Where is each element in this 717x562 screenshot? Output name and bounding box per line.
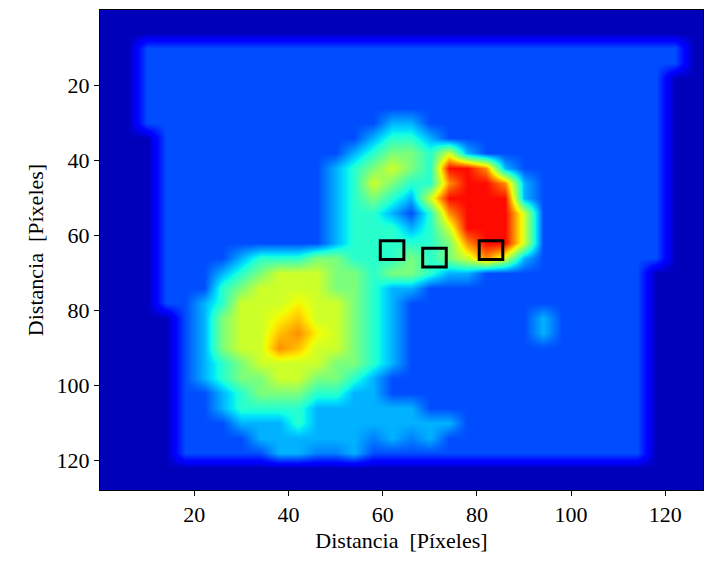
svg-text:60: 60 <box>68 223 90 248</box>
svg-text:20: 20 <box>183 502 205 527</box>
svg-text:Distancia [Píxeles]: Distancia [Píxeles] <box>23 164 48 336</box>
svg-text:80: 80 <box>68 298 90 323</box>
svg-text:100: 100 <box>57 373 90 398</box>
svg-text:100: 100 <box>555 502 588 527</box>
svg-text:120: 120 <box>649 502 682 527</box>
svg-text:120: 120 <box>57 448 90 473</box>
svg-text:40: 40 <box>68 148 90 173</box>
svg-text:Distancia [Píxeles]: Distancia [Píxeles] <box>315 528 487 553</box>
svg-text:20: 20 <box>68 73 90 98</box>
svg-text:80: 80 <box>466 502 488 527</box>
svg-text:60: 60 <box>372 502 394 527</box>
svg-text:40: 40 <box>277 502 299 527</box>
